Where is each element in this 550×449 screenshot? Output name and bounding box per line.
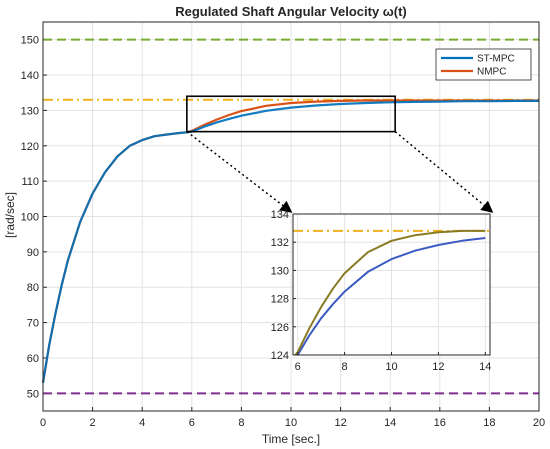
series-lines [41, 99, 539, 383]
inset-y-tick-label: 124 [271, 350, 289, 362]
y-tick-label: 90 [27, 247, 39, 259]
inset-y-tick-label: 130 [271, 265, 289, 277]
x-tick-label: 0 [40, 417, 46, 429]
x-tick-label: 6 [189, 417, 195, 429]
y-axis-label: [rad/sec] [3, 192, 17, 238]
legend-box [435, 48, 532, 81]
inset-x-tick-label: 14 [479, 361, 491, 373]
x-tick-label: 10 [285, 417, 297, 429]
inset-x-tick-label: 10 [385, 361, 397, 373]
y-tick-label: 150 [21, 35, 39, 47]
inset-y-tick-label: 126 [271, 322, 289, 334]
x-tick-label: 8 [238, 417, 244, 429]
inset-x-tick-label: 6 [295, 361, 301, 373]
y-tick-label: 130 [21, 105, 39, 117]
inset-y-tick-label: 132 [271, 237, 289, 249]
y-tick-label: 60 [27, 353, 39, 365]
x-tick-label: 4 [139, 417, 145, 429]
legend: ST-MPC NMPC [435, 48, 532, 81]
x-axis-label: Time [sec.] [262, 432, 320, 446]
y-tick-label: 110 [21, 176, 39, 188]
x-tick-label: 16 [434, 417, 446, 429]
y-tick-label: 100 [21, 212, 39, 224]
y-tick-label: 120 [21, 141, 39, 153]
zoom-region [186, 95, 494, 213]
x-tick-label: 2 [90, 417, 96, 429]
y-tick-label: 140 [21, 70, 39, 82]
inset-y-tick-label: 128 [271, 294, 289, 306]
legend-label: NMPC [477, 67, 506, 78]
inset-y-tick-label: 134 [271, 209, 289, 221]
x-tick-label: 14 [384, 417, 396, 429]
chart-title: Regulated Shaft Angular Velocity ω(t) [175, 4, 407, 19]
zoom-rectangle [186, 95, 396, 133]
y-tick-label: 70 [27, 318, 39, 330]
x-tick-label: 18 [483, 417, 495, 429]
inset-x-tick-label: 8 [342, 361, 348, 373]
x-tick-label: 20 [533, 417, 545, 429]
y-tick-label: 50 [27, 388, 39, 400]
series-line-st-mpc [41, 99, 539, 383]
inset-plot: 6 8 10 12 14 124 126 128 130 132 134 [271, 209, 492, 373]
y-tick-label: 80 [27, 282, 39, 294]
inset-x-tick-label: 12 [432, 361, 444, 373]
zoom-connector-left [186, 131, 293, 213]
reference-lines [43, 38, 539, 395]
plot-frame [42, 21, 540, 412]
inset-series-line-st-mpc [295, 237, 486, 355]
x-tick-label: 12 [334, 417, 346, 429]
legend-label: ST-MPC [477, 54, 515, 65]
zoom-connector-right [394, 131, 494, 213]
